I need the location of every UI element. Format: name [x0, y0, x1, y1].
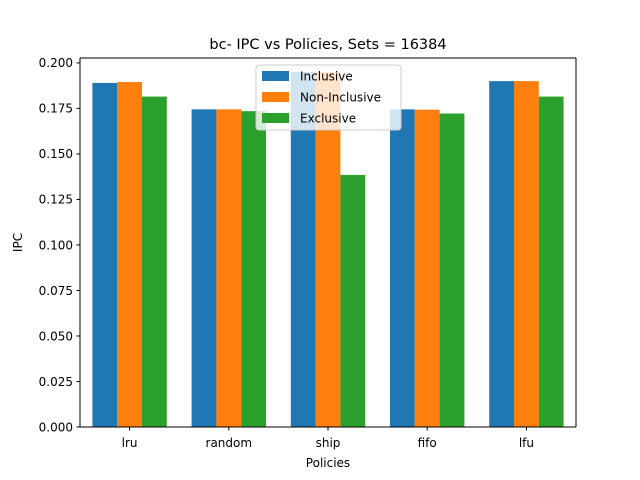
x-axis-label: Policies: [306, 456, 350, 470]
y-ticks: 0.000 0.025 0.050 0.075 0.100 0.125 0.150 0.175…: [39, 56, 80, 434]
x-tick-label: random: [206, 436, 253, 450]
bar-inclusive-ship: [290, 72, 316, 428]
y-tick-label: 0.150: [39, 147, 73, 161]
y-tick-label: 0.175: [39, 102, 73, 116]
y-tick-label: 0.200: [39, 56, 73, 70]
bar-inclusive-fifo: [390, 109, 415, 427]
legend-label-exclusive: Exclusive: [300, 112, 356, 126]
bar-exclusive-lru: [142, 96, 167, 427]
y-tick-label: 0.000: [39, 420, 73, 434]
legend-swatch-inclusive: [262, 71, 289, 81]
bar-non-inclusive-fifo: [414, 109, 440, 427]
legend-frame: [255, 64, 402, 131]
bar-exclusive-lfu: [538, 96, 564, 427]
y-tick-label: 0.125: [39, 193, 73, 207]
bar-exclusive-random: [241, 111, 266, 427]
x-tick-label: lru: [122, 436, 138, 450]
y-tick-label: 0.050: [39, 329, 73, 343]
legend-label-inclusive: Inclusive: [300, 70, 353, 84]
x-ticks: lru random ship fifo lfu: [122, 427, 534, 450]
bar-non-inclusive-random: [216, 109, 242, 427]
bar-non-inclusive-ship: [315, 72, 341, 428]
bar-inclusive-lru: [92, 82, 118, 427]
legend-swatch-exclusive: [262, 113, 289, 123]
x-tick-label: fifo: [418, 436, 437, 450]
y-tick-label: 0.075: [39, 284, 73, 298]
bar-inclusive-lfu: [489, 81, 514, 428]
chart-title: bc- IPC vs Policies, Sets = 16384: [209, 37, 446, 53]
bar-exclusive-fifo: [439, 113, 465, 428]
legend: Inclusive Non-Inclusive Exclusive: [255, 64, 402, 131]
bars-layer: [92, 72, 564, 428]
x-tick-label: ship: [316, 436, 341, 450]
legend-label-non-inclusive: Non-Inclusive: [300, 91, 381, 105]
bar-exclusive-ship: [340, 174, 366, 427]
bar-inclusive-random: [191, 109, 217, 427]
y-tick-label: 0.100: [39, 238, 73, 252]
y-axis-label: IPC: [11, 233, 25, 252]
y-tick-label: 0.025: [39, 375, 73, 389]
bar-non-inclusive-lru: [117, 82, 142, 427]
legend-swatch-non-inclusive: [262, 92, 289, 102]
x-tick-label: lfu: [519, 436, 534, 450]
bar-non-inclusive-lfu: [514, 81, 539, 428]
